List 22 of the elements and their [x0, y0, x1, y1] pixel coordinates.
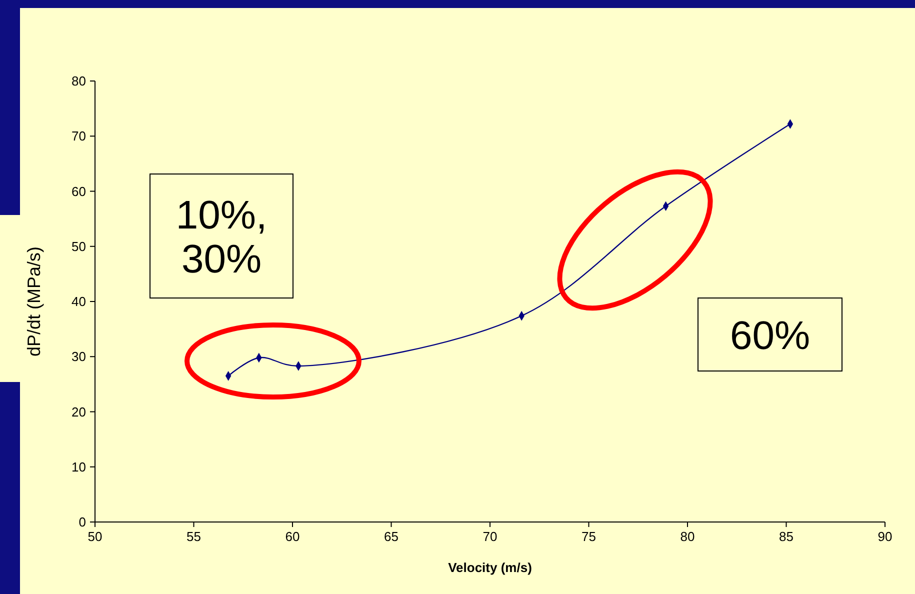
x-tick-label: 70: [482, 529, 498, 544]
y-axis-title: dP/dt (MPa/s): [24, 246, 44, 357]
x-tick-label: 85: [779, 529, 794, 544]
x-tick-label: 60: [285, 529, 300, 544]
annotation: 10%, 30%: [176, 193, 268, 282]
y-tick-label: 50: [72, 238, 86, 254]
y-tick-label: 40: [72, 294, 86, 309]
y-tick-label: 70: [72, 128, 86, 144]
x-axis-title: Velocity (m/s): [448, 560, 532, 575]
annotation: 60%: [730, 314, 810, 358]
x-tick-label: 55: [186, 529, 201, 544]
y-tick-label: 20: [72, 404, 86, 420]
y-tick-label: 0: [78, 514, 86, 530]
x-tick-label: 65: [384, 529, 398, 544]
y-tick-label: 10: [72, 459, 86, 474]
x-tick-label: 90: [878, 529, 892, 544]
y-tick-label: 80: [72, 74, 86, 88]
x-tick-label: 50: [88, 529, 102, 544]
y-tick-label: 60: [72, 184, 86, 199]
x-tick-label: 80: [680, 529, 695, 544]
x-tick-label: 75: [582, 529, 596, 544]
y-tick-label: 30: [72, 349, 86, 364]
